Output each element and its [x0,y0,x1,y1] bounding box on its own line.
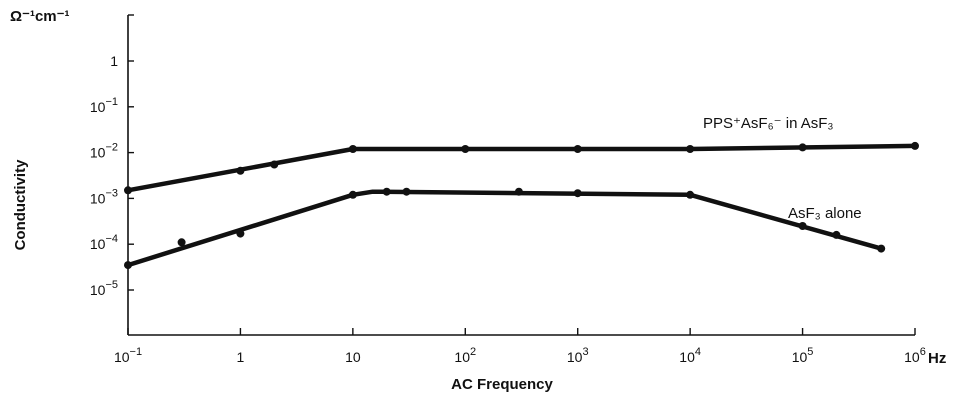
data-point [177,238,186,247]
data-point [832,230,841,239]
data-point [461,145,470,153]
data-point [270,160,279,169]
x-tick-label: 105 [792,346,814,365]
y-tick-label: 10−3 [90,187,118,206]
data-point [877,244,886,253]
y-tick-label: 1 [110,53,118,69]
data-point [236,229,245,238]
axes: 10−1 1 10 102 103 104 105 106 1 10−1 10−2 10−3 10−4 1… [90,14,926,365]
series-label-pps: PPS⁺AsF₆⁻ in AsF₃ [703,115,834,132]
data-point [236,166,245,175]
x-tick-label: 104 [679,346,701,365]
data-point [124,186,132,195]
data-point [382,187,391,196]
series-points [124,141,919,270]
x-tick-label: 106 [904,346,926,365]
data-point [514,187,523,196]
data-point [911,141,919,150]
series-line-0 [125,143,918,193]
data-point [402,187,411,196]
data-point [348,145,357,153]
data-point [348,190,357,199]
data-point [124,261,132,270]
y-tick-label: 10−5 [90,279,118,298]
series-label-asf3: AsF₃ alone [788,205,862,222]
y-unit-label: Ω⁻¹cm⁻¹ [10,8,70,25]
data-point [686,190,695,199]
x-axis-title: AC Frequency [451,376,553,393]
data-point [573,145,582,153]
y-tick-label: 10−4 [90,233,118,252]
y-tick-label: 10−1 [90,96,118,115]
data-point [798,143,807,152]
x-tick-label: 10 [345,349,361,365]
x-tick-label: 102 [454,346,476,365]
x-tick-label: 10−1 [114,346,142,365]
series-line-1 [125,189,884,268]
x-tick-label: 103 [567,346,589,365]
x-unit-label: Hz [928,350,946,367]
data-point [573,189,582,198]
labels: Ω⁻¹cm⁻¹ Hz AC Frequency Conductivity PPS… [10,8,946,393]
y-axis-title: Conductivity [12,159,29,250]
x-tick-label: 1 [237,349,245,365]
data-point [798,222,807,230]
y-tick-label: 10−2 [90,142,118,161]
data-point [686,145,695,153]
